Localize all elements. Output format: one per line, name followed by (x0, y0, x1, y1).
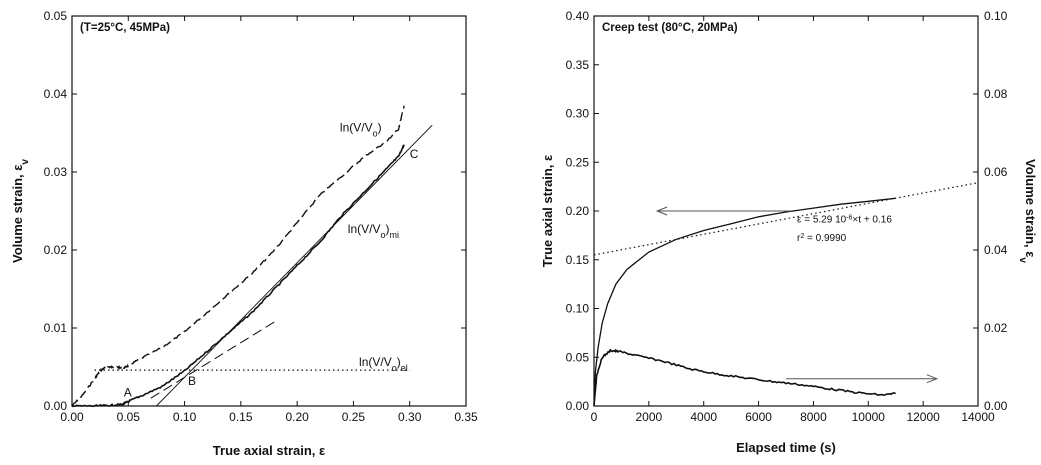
fit-annotation-suffix: ×t + 0.16 (852, 215, 892, 226)
series-line-3 (593, 348, 896, 406)
x-tick-label: 0 (591, 410, 598, 424)
annotation-label: C (410, 147, 419, 161)
annotation-subscript: o (392, 363, 397, 373)
arrow-head-1 (655, 206, 668, 216)
series-line-2 (593, 182, 979, 256)
x-tick-label: 10000 (852, 410, 886, 424)
annotation-label: ln(V/Vo)mi (348, 222, 399, 240)
series-line-3 (156, 124, 433, 407)
fit-annotation-superscript: -6 (846, 214, 852, 221)
x-tick-label: 0.35 (454, 410, 478, 424)
y-tick-label: 0.05 (44, 9, 68, 23)
y-tick-label: 0.05 (566, 350, 590, 364)
y-axis-label: True axial strain, ε (540, 155, 555, 267)
y2-tick-label: 0.00 (984, 399, 1008, 413)
y-tick-label: 0.35 (566, 58, 590, 72)
annotation-label: A (124, 386, 132, 400)
annotation-suffix: ) (378, 120, 382, 134)
x-axis-label: Elapsed time (s) (736, 440, 836, 455)
fit-annotation-superscript: 2 (800, 233, 804, 240)
y-axis-label: Volume strain, εv (10, 159, 31, 263)
fit-annotation-suffix: = 0.9990 (804, 233, 846, 244)
annotation-subscript: o (380, 230, 385, 240)
y2-axis-label: Volume strain, εv (1018, 159, 1039, 263)
y2-tick-label: 0.10 (984, 9, 1008, 23)
y-tick-label: 0.00 (44, 399, 68, 413)
y-tick-label: 0.03 (44, 165, 68, 179)
y-tick-label: 0.40 (566, 9, 590, 23)
x-tick-label: 14000 (961, 410, 995, 424)
fit-annotation: ε = 5.29 10-6×t + 0.16 (797, 214, 892, 226)
annotation-subscript: el (401, 363, 408, 373)
y-tick-label: 0.20 (566, 204, 590, 218)
chart-title: (T=25°C, 45MPa) (80, 22, 170, 34)
annotation-suffix: ) (386, 222, 390, 236)
y-tick-label: 0.01 (44, 321, 68, 335)
y-tick-label: 0.25 (566, 155, 590, 169)
series-line-2 (71, 144, 405, 408)
annotation-label: B (188, 374, 196, 388)
x-tick-label: 8000 (800, 410, 827, 424)
y-tick-label: 0.04 (44, 87, 68, 101)
x-tick-label: 0.20 (285, 410, 309, 424)
y-tick-label: 0.30 (566, 107, 590, 121)
x-tick-label: 0.10 (173, 410, 197, 424)
plot-frame (71, 15, 467, 407)
chart-creep-test: 0 2000 4000 6000 8000 10000 12000 140000.000.05… (540, 9, 1038, 455)
y-tick-label: 0.15 (566, 253, 590, 267)
x-axis-label: True axial strain, ε (213, 443, 325, 458)
x-tick-label: 2000 (636, 410, 663, 424)
y2-tick-label: 0.04 (984, 243, 1008, 257)
chart-title: Creep test (80°C, 20MPa) (602, 22, 738, 34)
x-tick-label: 0.25 (342, 410, 366, 424)
y2-tick-label: 0.06 (984, 165, 1008, 179)
y-tick-label: 0.00 (566, 399, 590, 413)
x-tick-label: 6000 (745, 410, 772, 424)
y2-tick-label: 0.02 (984, 321, 1008, 335)
annotation-subscript: mi (390, 230, 400, 240)
annotation-subscript: o (373, 128, 378, 138)
chart-volume-strain: 0.00 0.05 0.10 0.15 0.20 0.25 0.30 0.35 0.00 0.01… (10, 9, 478, 458)
x-tick-label: 0.30 (398, 410, 422, 424)
y2-axis-label-subscript: v (1018, 257, 1029, 263)
y-axis-label-subscript: v (20, 159, 31, 165)
y-tick-label: 0.10 (566, 302, 590, 316)
x-tick-label: 0.00 (60, 410, 84, 424)
annotation-label: ln(V/Vo) (340, 120, 382, 138)
x-tick-label: 12000 (906, 410, 940, 424)
series-line-4 (150, 321, 275, 399)
y2-tick-label: 0.08 (984, 87, 1008, 101)
x-tick-label: 0.15 (229, 410, 253, 424)
annotation-suffix: ) (397, 355, 401, 369)
fit-annotation: r2 = 0.9990 (797, 233, 847, 245)
x-tick-label: 4000 (690, 410, 717, 424)
y-tick-label: 0.02 (44, 243, 68, 257)
series-line-1 (71, 105, 405, 407)
x-tick-label: 0.05 (117, 410, 141, 424)
arrow-head-2 (926, 374, 939, 384)
series-line-1 (593, 197, 896, 407)
